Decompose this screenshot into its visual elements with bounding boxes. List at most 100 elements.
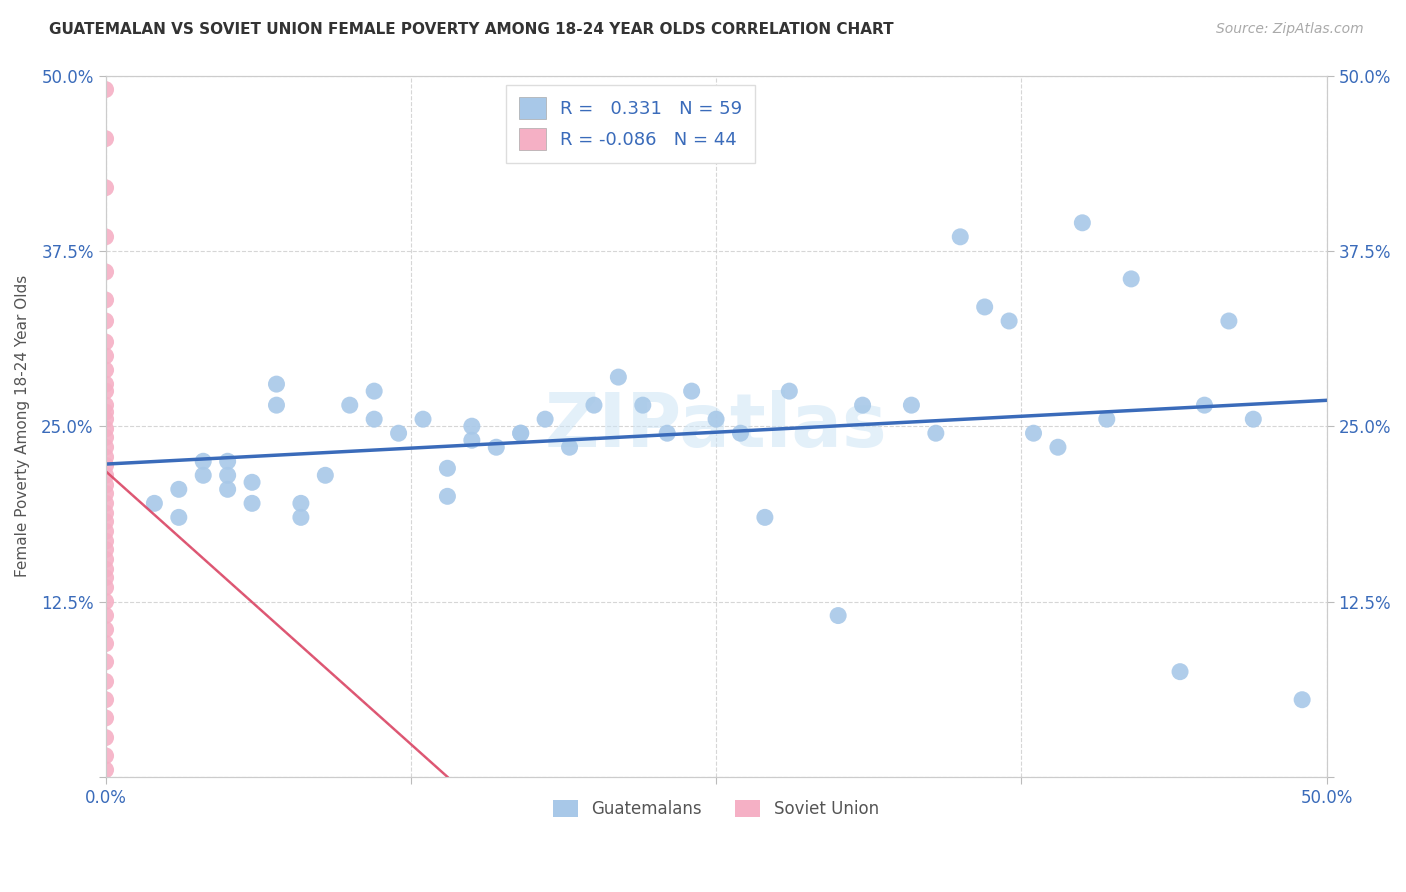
Point [94, 486, 117, 500]
Point [558, 440, 581, 454]
Point [217, 483, 239, 497]
Point [94, 398, 117, 412]
Point [94, 82, 117, 96]
Point [193, 468, 215, 483]
Point [94, 637, 117, 651]
Point [534, 412, 557, 426]
Point [1168, 665, 1191, 679]
Point [851, 398, 873, 412]
Point [94, 608, 117, 623]
Point [266, 398, 288, 412]
Point [94, 314, 117, 328]
Point [240, 496, 263, 510]
Point [607, 370, 630, 384]
Text: Source: ZipAtlas.com: Source: ZipAtlas.com [1216, 22, 1364, 37]
Point [94, 478, 117, 492]
Point [582, 398, 605, 412]
Point [94, 711, 117, 725]
Point [94, 542, 117, 557]
Point [94, 763, 117, 777]
Point [167, 510, 190, 524]
Point [94, 674, 117, 689]
Point [94, 655, 117, 669]
Point [1218, 314, 1240, 328]
Point [925, 426, 948, 441]
Point [412, 412, 434, 426]
Legend: Guatemalans, Soviet Union: Guatemalans, Soviet Union [547, 793, 886, 824]
Point [290, 496, 312, 510]
Point [754, 510, 776, 524]
Point [998, 314, 1021, 328]
Point [94, 230, 117, 244]
Point [657, 426, 679, 441]
Point [266, 377, 288, 392]
Point [314, 468, 336, 483]
Point [143, 496, 166, 510]
Point [94, 458, 117, 473]
Point [94, 562, 117, 576]
Point [730, 426, 752, 441]
Point [94, 412, 117, 426]
Point [436, 461, 458, 475]
Point [94, 384, 117, 398]
Point [217, 454, 239, 468]
Point [681, 384, 703, 398]
Point [1071, 216, 1094, 230]
Point [94, 293, 117, 307]
Point [827, 608, 849, 623]
Point [94, 506, 117, 520]
Point [461, 419, 484, 434]
Point [94, 349, 117, 363]
Point [387, 426, 409, 441]
Point [94, 524, 117, 539]
Point [193, 454, 215, 468]
Point [1046, 440, 1069, 454]
Point [240, 475, 263, 490]
Point [94, 581, 117, 595]
Point [778, 384, 800, 398]
Point [94, 571, 117, 585]
Point [94, 552, 117, 566]
Point [973, 300, 995, 314]
Point [94, 748, 117, 763]
Point [949, 230, 972, 244]
Point [167, 483, 190, 497]
Point [94, 265, 117, 279]
Point [94, 496, 117, 510]
Point [461, 434, 484, 448]
Text: GUATEMALAN VS SOVIET UNION FEMALE POVERTY AMONG 18-24 YEAR OLDS CORRELATION CHAR: GUATEMALAN VS SOVIET UNION FEMALE POVERT… [49, 22, 894, 37]
Point [94, 363, 117, 377]
Point [363, 384, 385, 398]
Point [509, 426, 531, 441]
Point [704, 412, 727, 426]
Point [1121, 272, 1143, 286]
Point [485, 440, 508, 454]
Point [339, 398, 361, 412]
Point [363, 412, 385, 426]
Point [94, 377, 117, 392]
Point [509, 426, 531, 441]
Point [94, 131, 117, 145]
Y-axis label: Female Poverty Among 18-24 Year Olds: Female Poverty Among 18-24 Year Olds [15, 275, 30, 577]
Point [217, 468, 239, 483]
Point [94, 430, 117, 444]
Text: ZIPatlas: ZIPatlas [544, 390, 887, 463]
Point [94, 692, 117, 706]
Point [1291, 692, 1313, 706]
Point [94, 468, 117, 483]
Point [94, 534, 117, 549]
Point [94, 440, 117, 454]
Point [94, 515, 117, 529]
Point [1194, 398, 1216, 412]
Point [94, 623, 117, 637]
Point [1022, 426, 1045, 441]
Point [94, 731, 117, 745]
Point [290, 510, 312, 524]
Point [94, 334, 117, 349]
Point [94, 422, 117, 436]
Point [94, 405, 117, 419]
Point [94, 594, 117, 608]
Point [436, 489, 458, 503]
Point [1095, 412, 1118, 426]
Point [1241, 412, 1264, 426]
